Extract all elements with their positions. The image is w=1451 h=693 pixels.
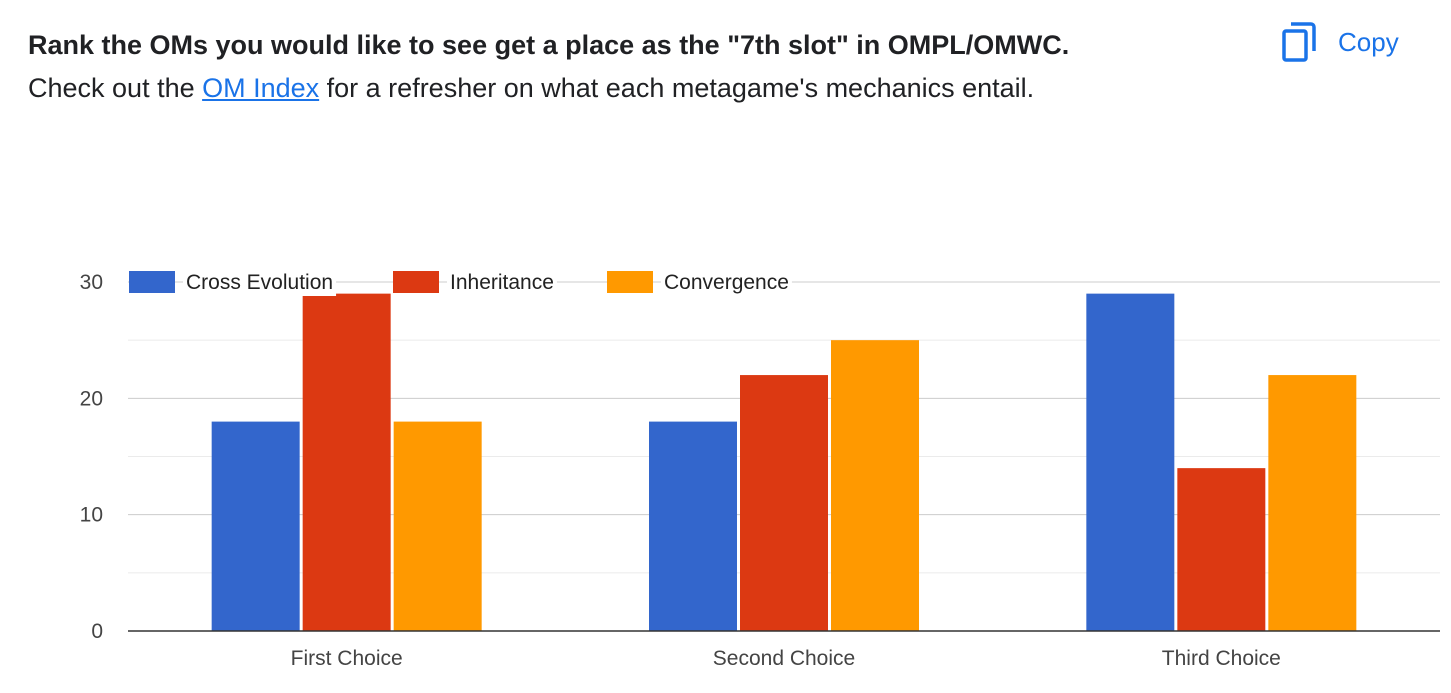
legend-label[interactable]: Inheritance <box>450 271 554 294</box>
y-tick-label: 30 <box>80 271 103 294</box>
y-tick-label: 10 <box>80 504 103 527</box>
legend-label-bg <box>183 268 337 296</box>
bar[interactable] <box>393 421 482 631</box>
legend-label-bg <box>661 268 792 296</box>
x-tick-label: Third Choice <box>1162 647 1281 670</box>
legend-label[interactable]: Cross Evolution <box>186 271 333 294</box>
legend-swatch[interactable] <box>607 271 653 293</box>
legend-label-bg <box>447 268 557 296</box>
om-index-link[interactable]: OM Index <box>202 73 320 103</box>
legend-swatch[interactable] <box>129 271 175 293</box>
x-tick-label: Second Choice <box>713 647 855 670</box>
question-title: Rank the OMs you would like to see get a… <box>28 30 1070 60</box>
legend-label[interactable]: Convergence <box>664 271 789 294</box>
y-tick-label: 0 <box>91 620 103 643</box>
bar[interactable] <box>302 293 391 631</box>
question-header: Rank the OMs you would like to see get a… <box>28 26 1228 112</box>
bar[interactable] <box>740 375 828 631</box>
legend-swatch[interactable] <box>393 271 439 293</box>
question-description: Check out the OM Index for a refresher o… <box>28 64 1158 112</box>
description-text-start: Check out the <box>28 73 203 103</box>
copy-icon <box>1282 22 1316 62</box>
copy-chart-button[interactable]: Copy <box>1272 18 1409 66</box>
bar[interactable] <box>1268 375 1357 631</box>
bar[interactable] <box>831 340 919 631</box>
x-tick-label: First Choice <box>291 647 403 670</box>
bar[interactable] <box>1086 293 1175 631</box>
bar[interactable] <box>1177 468 1266 631</box>
description-text-end: for a refresher on what each metagame's … <box>319 73 1035 103</box>
bar-chart: 0 10 20 30 First Choice Second Choice Third Ch… <box>80 268 1440 670</box>
bar[interactable] <box>649 421 737 631</box>
bar[interactable] <box>211 421 300 631</box>
copy-label: Copy <box>1338 26 1399 57</box>
y-tick-label: 20 <box>80 387 103 410</box>
